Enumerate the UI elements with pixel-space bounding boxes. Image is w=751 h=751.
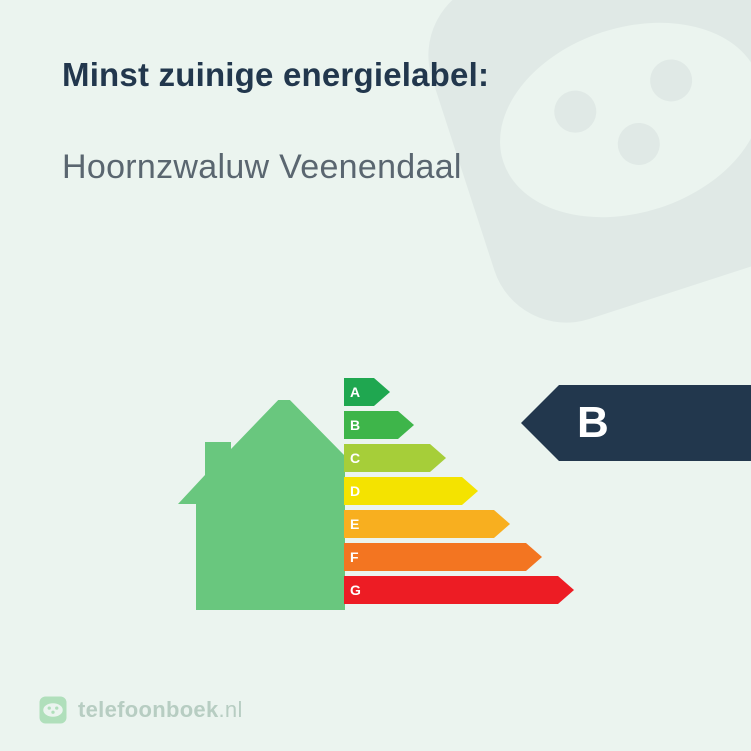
telefoonboek-logo-icon [38, 695, 68, 725]
house-icon [178, 400, 348, 610]
energy-bar-letter: A [350, 378, 360, 406]
energy-bar-letter: B [350, 411, 360, 439]
footer-brand: telefoonboek.nl [38, 695, 243, 725]
energy-bar-letter: D [350, 477, 360, 505]
page-title: Minst zuinige energielabel: [62, 56, 689, 94]
page-subtitle: Hoornzwaluw Veenendaal [62, 148, 689, 187]
energy-bar-letter: G [350, 576, 361, 604]
energy-label-figure: ABCDEFG [178, 370, 578, 630]
energy-bar-letter: E [350, 510, 359, 538]
selected-rating-badge: B [521, 385, 751, 461]
energy-bar-letter: F [350, 543, 359, 571]
rating-badge-arrow-icon [521, 385, 559, 461]
selected-rating-value: B [577, 398, 609, 448]
footer-brand-tld: .nl [219, 697, 243, 722]
footer-brand-name: telefoonboek [78, 697, 219, 722]
energy-bar-letter: C [350, 444, 360, 472]
